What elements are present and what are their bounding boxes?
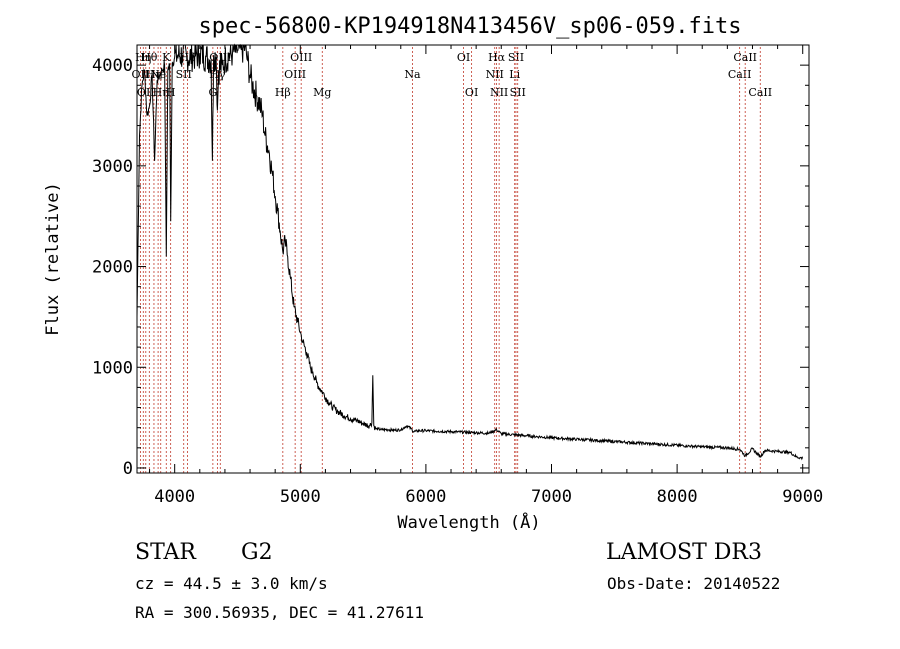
chart-title: spec-56800-KP194918N413456V_sp06-059.fit… <box>198 14 741 39</box>
line-label: K <box>162 51 171 64</box>
line-label: OI <box>465 86 478 99</box>
line-label: CaII <box>733 51 757 64</box>
y-tick-label: 3000 <box>92 157 133 177</box>
x-tick-label: 9000 <box>782 487 823 507</box>
object-subclass: G2 <box>241 540 273 565</box>
line-label: NII <box>490 86 508 99</box>
line-label: Na <box>404 68 421 81</box>
coordinates: RA = 300.56935, DEC = 41.27611 <box>135 603 424 622</box>
object-class: STAR <box>135 540 196 565</box>
x-tick-label: 8000 <box>657 487 698 507</box>
line-label: Hα <box>488 51 506 64</box>
line-label: NII <box>486 68 504 81</box>
x-tick-label: 7000 <box>531 487 572 507</box>
x-axis-title: Wavelength (Å) <box>397 511 540 533</box>
y-tick-label: 4000 <box>92 56 133 76</box>
y-axis-title: Flux (relative) <box>43 182 63 336</box>
x-tick-label: 4000 <box>154 487 195 507</box>
line-label: Hη <box>135 51 151 64</box>
y-tick-label: 2000 <box>92 258 133 278</box>
line-label: SII <box>510 86 526 99</box>
x-tick-label: 5000 <box>280 487 321 507</box>
spectrum-line <box>136 43 804 461</box>
line-label: SII <box>176 68 192 81</box>
line-label: OIII <box>290 51 312 64</box>
line-label: Li <box>509 68 520 81</box>
line-label: CaII <box>748 86 772 99</box>
line-label: CaII <box>728 68 752 81</box>
line-label: OI <box>457 51 470 64</box>
line-label: Hβ <box>275 86 291 99</box>
cz-value: cz = 44.5 ± 3.0 km/s <box>135 574 328 593</box>
line-label: Mg <box>313 86 331 99</box>
y-tick-label: 0 <box>123 459 133 479</box>
line-label: H <box>166 86 176 99</box>
line-label: SII <box>508 51 524 64</box>
line-label: Hθ <box>141 51 158 64</box>
y-tick-label: 1000 <box>92 358 133 378</box>
x-tick-label: 6000 <box>405 487 446 507</box>
line-label: OIII <box>284 68 306 81</box>
obs-date: Obs-Date: 20140522 <box>607 574 781 593</box>
survey-name: LAMOST DR3 <box>606 540 762 565</box>
plot-frame <box>136 44 810 474</box>
